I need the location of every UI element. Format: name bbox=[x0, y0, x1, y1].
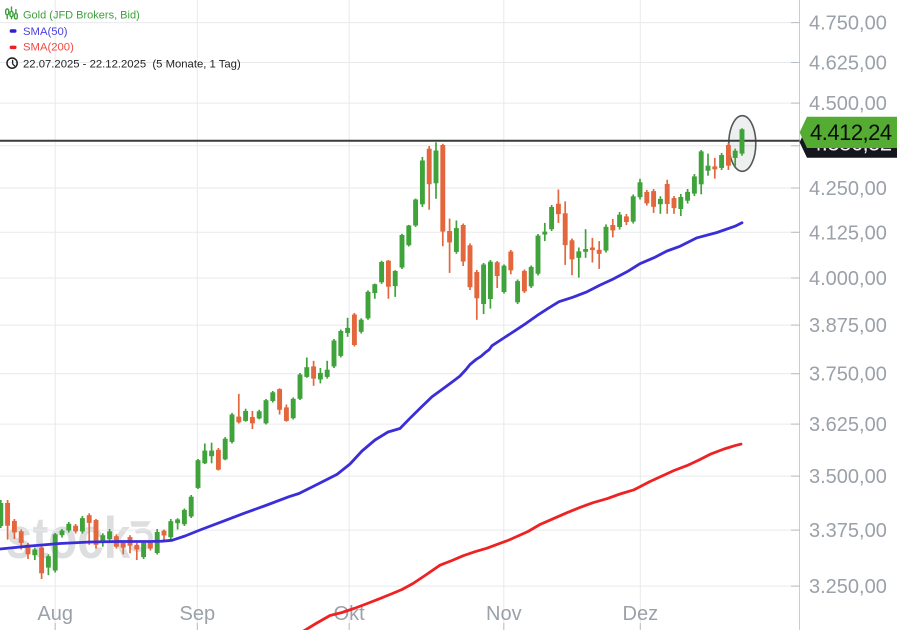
svg-text:4.125,00: 4.125,00 bbox=[809, 222, 887, 244]
svg-text:3.625,00: 3.625,00 bbox=[809, 414, 887, 436]
svg-text:22.07.2025 - 22.12.2025 (5 Mo: 22.07.2025 - 22.12.2025 (5 Monate, 1 Tag… bbox=[23, 58, 241, 70]
svg-text:3.875,00: 3.875,00 bbox=[809, 315, 887, 337]
svg-text:Gold (JFD Brokers, Bid): Gold (JFD Brokers, Bid) bbox=[23, 10, 140, 22]
svg-text:4.250,00: 4.250,00 bbox=[809, 178, 887, 200]
svg-text:3.250,00: 3.250,00 bbox=[809, 576, 887, 598]
svg-text:4.750,00: 4.750,00 bbox=[809, 13, 887, 35]
svg-text:3.375,00: 3.375,00 bbox=[809, 520, 887, 542]
svg-text:4.625,00: 4.625,00 bbox=[809, 53, 887, 75]
svg-text:3.750,00: 3.750,00 bbox=[809, 364, 887, 386]
svg-text:Aug: Aug bbox=[37, 603, 73, 625]
svg-text:SMA(200): SMA(200) bbox=[23, 42, 74, 54]
svg-text:Dez: Dez bbox=[623, 603, 659, 625]
svg-text:4.000,00: 4.000,00 bbox=[809, 268, 887, 290]
svg-text:Nov: Nov bbox=[486, 603, 522, 625]
svg-text:4.412,24: 4.412,24 bbox=[810, 120, 892, 145]
svg-text:Sep: Sep bbox=[180, 603, 216, 625]
svg-text:4.500,00: 4.500,00 bbox=[809, 93, 887, 115]
svg-text:3.500,00: 3.500,00 bbox=[809, 466, 887, 488]
svg-text:SMA(50): SMA(50) bbox=[23, 26, 68, 38]
